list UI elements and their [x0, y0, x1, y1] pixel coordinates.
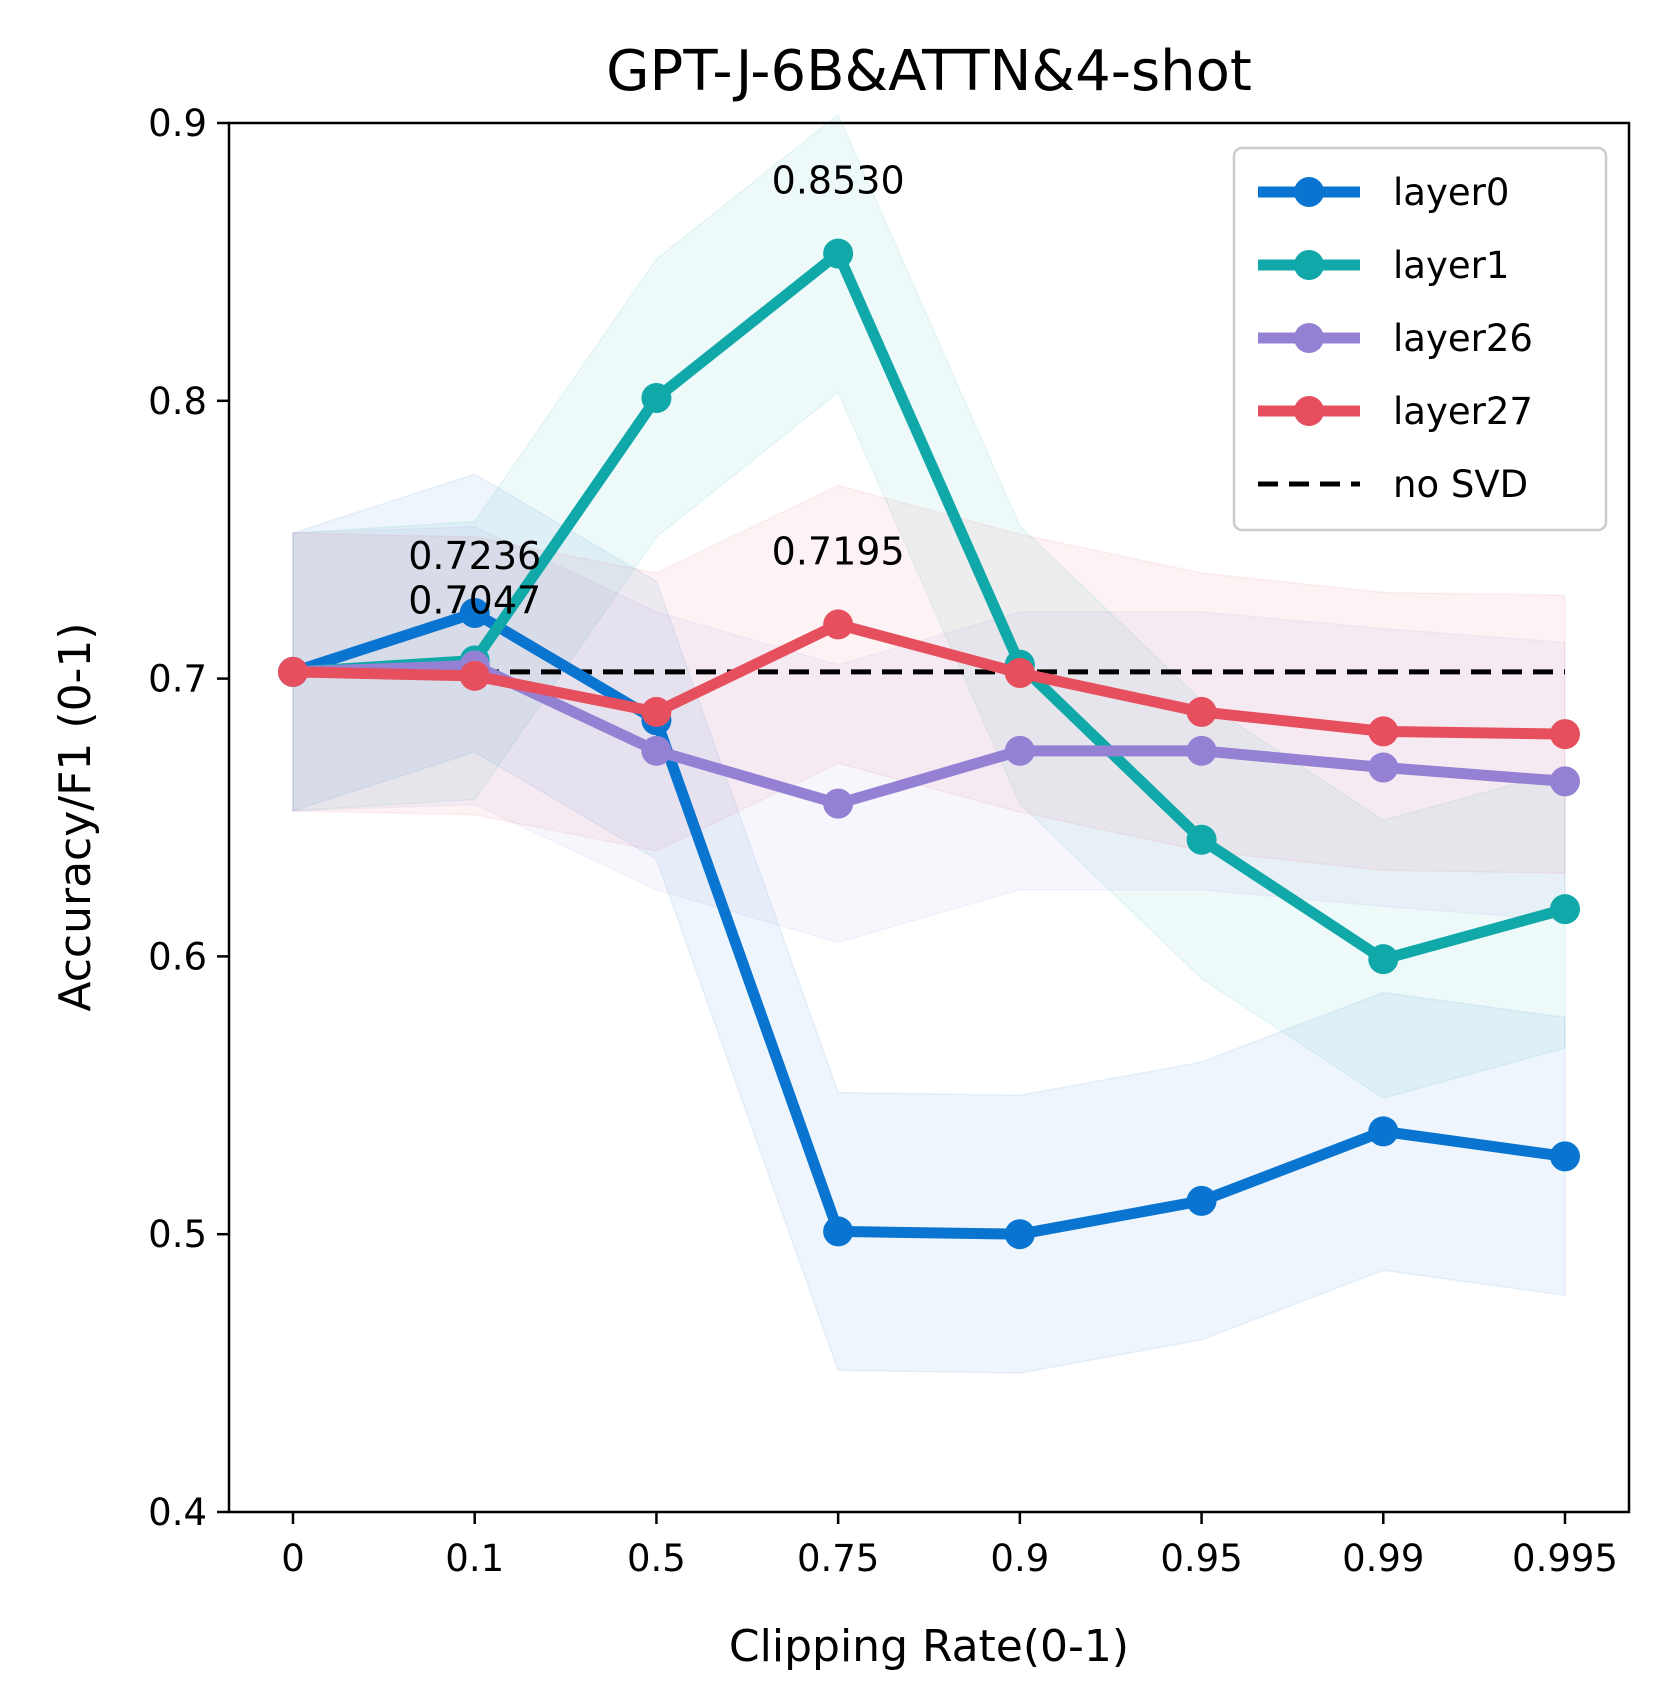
x-tick-label: 0.99 [1342, 1537, 1424, 1580]
y-tick-label: 0.7 [148, 658, 207, 701]
x-tick-label: 0.9 [990, 1537, 1049, 1580]
x-axis-ticks: 0 0.1 0.5 0.75 0.9 0.95 0.99 0.995 [281, 1512, 1618, 1580]
x-tick-label: 0.5 [627, 1537, 686, 1580]
data-point-layer27 [1550, 719, 1580, 750]
data-point-layer27 [1004, 658, 1035, 689]
data-point-layer1 [1186, 824, 1217, 855]
data-point-layer26 [1186, 735, 1217, 766]
data-point-layer27 [641, 696, 672, 727]
data-label: 0.8530 [772, 159, 905, 203]
series-line-layer1 [287, 248, 1571, 965]
legend: layer0 layer1 layer26 layer27 no SVD [1232, 146, 1608, 532]
series-line-layer0 [287, 607, 1571, 1240]
y-axis-label: Accuracy/F1 (0-1) [50, 622, 101, 1011]
data-point-layer0 [1550, 1141, 1580, 1172]
data-label: 0.7047 [408, 579, 541, 623]
legend-marker [1294, 177, 1324, 207]
legend-items: layer0 layer1 layer26 layer27 no SVD [1258, 171, 1533, 506]
y-axis-ticks: 0.4 0.5 0.6 0.7 0.8 0.9 [148, 102, 229, 1534]
legend-label: layer1 [1393, 244, 1509, 287]
data-label: 0.7236 [408, 534, 541, 578]
confidence-band-layer27 [292, 484, 1566, 874]
x-tick-label: 0 [281, 1537, 305, 1580]
data-point-layer1 [1550, 894, 1580, 925]
y-tick-label: 0.8 [148, 380, 207, 423]
legend-entry-layer27: layer27 [1258, 390, 1533, 433]
data-point-layer26 [1368, 752, 1399, 783]
data-point-layer26 [823, 788, 854, 819]
data-point-layer0 [1368, 1116, 1399, 1147]
data-point-layer27 [1186, 696, 1217, 727]
data-point-layer0 [459, 598, 490, 629]
series-layer [278, 238, 1580, 1250]
legend-entry-no-SVD: no SVD [1258, 463, 1528, 506]
series-line-layer27 [287, 618, 1571, 740]
legend-label: layer27 [1393, 390, 1533, 433]
data-point-layer27 [1368, 716, 1399, 747]
data-point-layer26 [1004, 735, 1035, 766]
data-point-layer0 [1186, 1185, 1217, 1216]
chart-title: GPT-J-6B&ATTN&4-shot [606, 39, 1252, 104]
data-point-layer27 [459, 660, 490, 691]
data-point-layer0 [823, 1216, 854, 1247]
legend-label: no SVD [1393, 463, 1528, 506]
x-tick-label: 0.95 [1160, 1537, 1242, 1580]
x-axis-label: Clipping Rate(0-1) [729, 1621, 1129, 1672]
legend-label: layer26 [1393, 317, 1533, 360]
legend-box [1232, 146, 1608, 532]
data-point-layer26 [641, 735, 672, 766]
plot-frame [227, 121, 1631, 1514]
y-tick-label: 0.9 [148, 102, 207, 145]
data-point-layer27 [823, 609, 854, 640]
confidence-band-layer1 [292, 113, 1566, 1099]
legend-entry-layer1: layer1 [1258, 244, 1509, 287]
legend-label: layer0 [1393, 171, 1509, 214]
data-point-layer26 [1550, 766, 1580, 797]
legend-marker [1294, 250, 1324, 280]
x-tick-label: 0.995 [1512, 1537, 1618, 1580]
y-tick-label: 0.4 [148, 1491, 207, 1534]
data-point-layer27 [278, 656, 308, 687]
y-tick-label: 0.6 [148, 935, 207, 978]
data-point-layer1 [641, 383, 672, 414]
legend-marker [1294, 323, 1324, 353]
series-layer27 [278, 609, 1580, 750]
legend-entry-layer26: layer26 [1258, 317, 1533, 360]
y-tick-label: 0.5 [148, 1213, 207, 1256]
data-point-layer1 [1368, 944, 1399, 975]
legend-entry-layer0: layer0 [1258, 171, 1509, 214]
legend-marker [1294, 396, 1324, 426]
data-point-layer1 [823, 238, 854, 269]
x-tick-label: 0.75 [797, 1537, 879, 1580]
x-tick-label: 0.1 [445, 1537, 504, 1580]
data-point-layer0 [1004, 1219, 1035, 1250]
data-label: 0.7195 [772, 529, 905, 573]
